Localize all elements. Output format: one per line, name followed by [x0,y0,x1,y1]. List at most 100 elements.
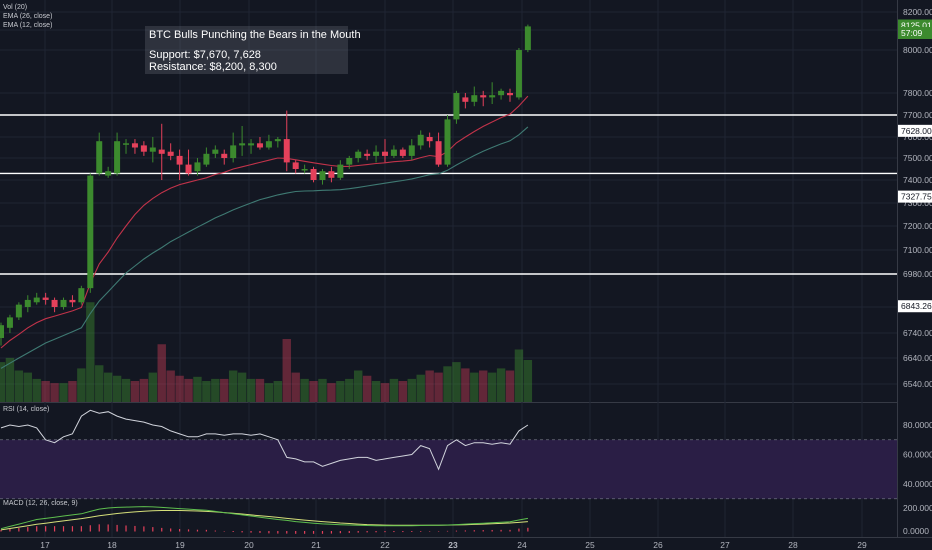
macd-hist-bar [330,531,333,534]
price-tick-label: 8000.00 [903,45,932,55]
macd-hist-bar [36,526,38,532]
volume-bar [23,372,32,402]
candle [462,93,469,109]
macd-hist-bar [527,527,529,532]
price-tick-label: 7400.00 [903,175,932,185]
macd-hist-bar [161,527,163,532]
volume-bar [291,372,300,402]
candle-body [355,151,362,158]
volume-bar [362,375,372,402]
volume-bar [398,381,408,402]
volume-bar [32,378,41,402]
candle [114,132,121,176]
volume-bar [86,302,95,402]
price-tag-label: 7628.00 [901,126,932,136]
price-tick-label: 8200.00 [903,7,932,17]
candle [131,139,138,154]
candle-body [239,143,246,146]
volume-bar [309,381,318,402]
candle [230,132,237,163]
volume-bar [255,378,265,402]
candle [408,139,415,161]
candle-body [203,153,210,165]
macd-hist-bar [125,525,127,532]
macd-hist-bar [241,531,243,533]
candle [390,145,397,158]
macd-tick-label: 200.0000 [903,503,932,513]
candle-body [123,143,130,145]
candle-body [373,151,380,156]
candle-body [453,93,460,120]
candle [158,123,165,180]
candle-body [78,288,85,303]
macd-hist-bar [89,525,91,532]
candle [480,90,487,107]
volume-bar [479,370,488,402]
candle-body [337,164,344,178]
rsi-tick-label: 80.0000 [903,420,932,430]
macd-hist-bar [179,529,181,532]
macd-hist-bar [170,528,172,532]
price-tick-label: 7600.00 [903,132,932,142]
candle-body [140,145,147,152]
note-title: BTC Bulls Punching the Bears in the Mout… [149,29,361,41]
volume-bar [157,344,166,402]
candle [105,166,112,178]
candle [60,297,67,310]
macd-line [0,506,528,530]
candle [364,149,371,161]
candle-body [399,149,406,156]
volume-bar [41,381,50,402]
volume-bar [103,372,113,402]
candle [239,126,246,156]
volume-bar [389,378,399,402]
candle-body [507,93,514,96]
candle [471,86,478,107]
candle [167,143,174,161]
price-tag: 7628.00 [898,124,932,137]
price-tick-label: 7500.00 [903,153,932,163]
volume-bar [166,370,175,402]
volume-bar [496,368,506,402]
price-tag-bg [898,27,932,39]
volume-bar [416,374,425,402]
volume-bar [148,372,158,402]
candle-body [221,153,228,158]
annotation-note[interactable]: BTC Bulls Punching the Bears in the Mout… [145,26,361,74]
macd-hist-bar [500,529,502,532]
volume-bar [246,378,256,402]
price-tick-label: 7300.00 [903,198,932,208]
macd-hist-bar [375,531,377,533]
candle [140,141,147,156]
macd-hist-bar [366,531,368,533]
macd-hist-bar [214,530,216,532]
macd-hist-bar [0,529,2,532]
volume-bar [5,357,15,402]
candle [489,82,496,104]
macd-hist-bar [27,527,29,532]
price-tag-bg [898,300,932,313]
candle-body [42,297,49,300]
candle [319,169,326,185]
candle-body [489,95,496,98]
candle-body [390,149,397,156]
macd-hist-bar [286,531,288,534]
macd-hist-bar [473,530,475,532]
macd-hist-bar [304,531,306,534]
macd-hist-bar [429,531,431,532]
macd-hist-bar [80,526,82,532]
price-tag-label: 7327.75 [901,192,932,202]
candle [301,164,308,174]
candle-body [0,325,4,338]
volume-bar [434,372,443,402]
candle [274,137,281,148]
candle-body [149,147,156,152]
candle-body [435,141,442,165]
candle-body [444,119,451,165]
macd-hist-bar [62,526,65,532]
candle-body [230,145,237,158]
candle [399,147,406,158]
volume-bar [273,381,283,402]
date-tick-label: 17 [40,540,50,550]
